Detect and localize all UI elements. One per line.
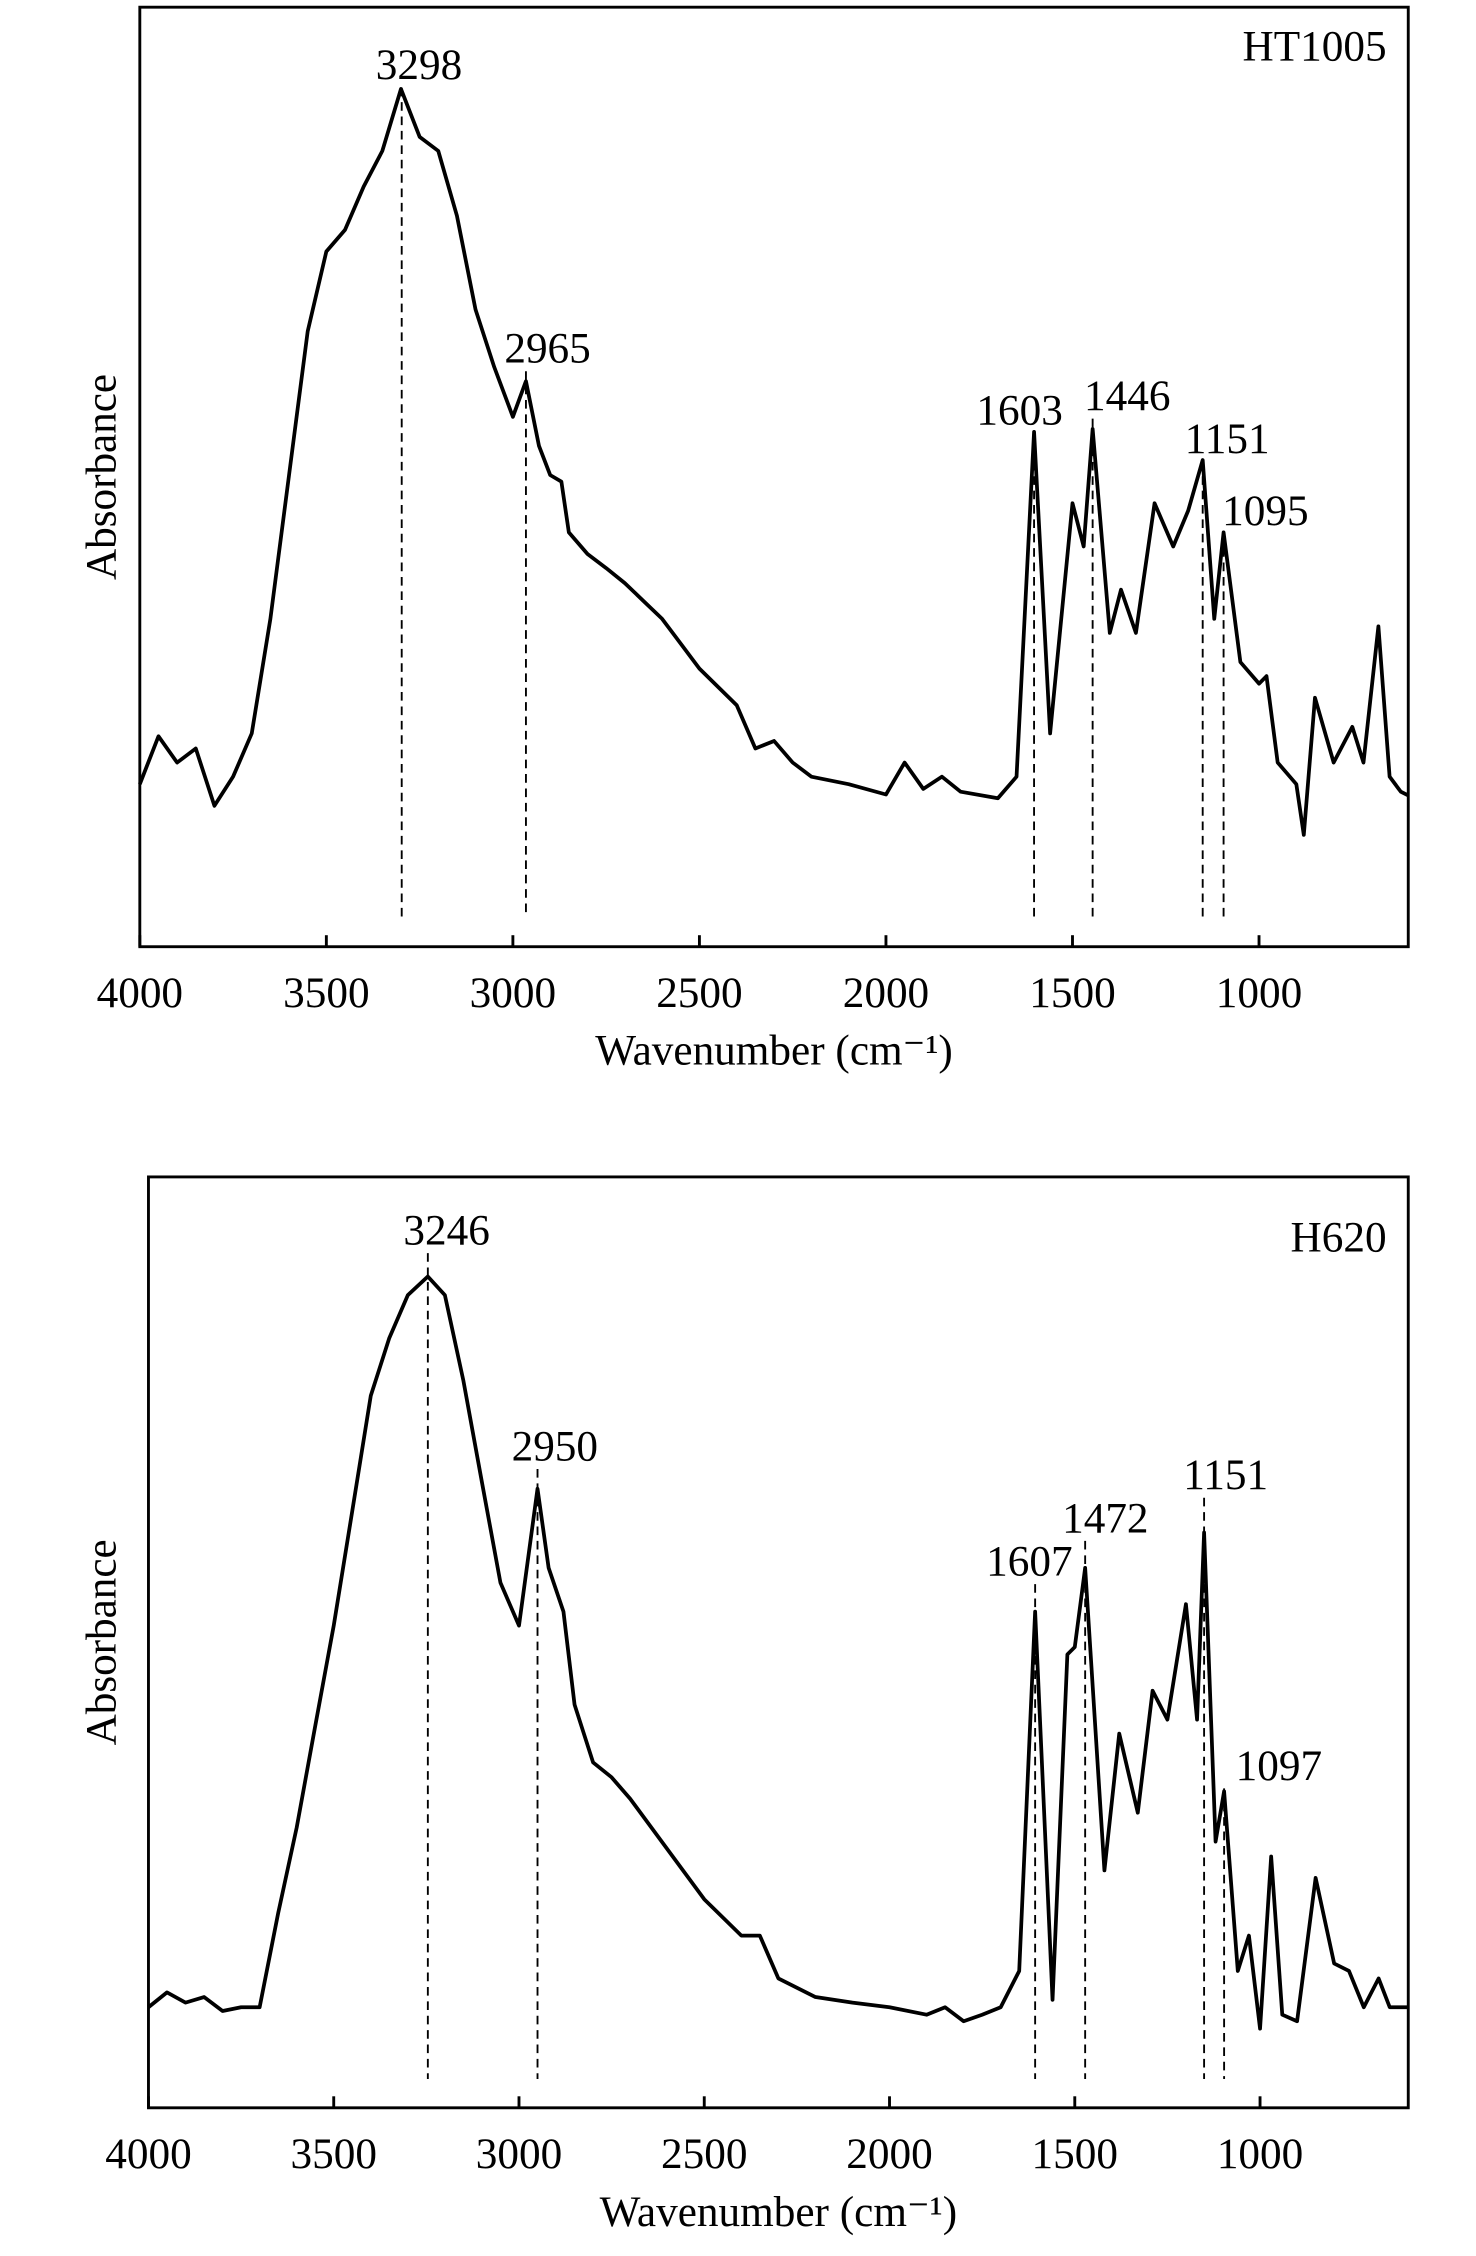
x-tick-label: 2500 — [661, 2131, 747, 2178]
peak-label: 1151 — [1185, 416, 1270, 463]
plot-frame — [138, 5, 1410, 949]
x-axis-title: Wavenumber (cm⁻¹) — [595, 1028, 953, 1075]
x-axis-title: Wavenumber (cm⁻¹) — [600, 2189, 958, 2236]
x-tick-label: 1500 — [1032, 2131, 1118, 2178]
peak-label: 1446 — [1084, 373, 1170, 420]
peak-label: 2965 — [504, 326, 590, 373]
x-tick-label: 1500 — [1029, 970, 1115, 1017]
x-tick-label: 2000 — [843, 970, 929, 1017]
x-tick-label: 3000 — [470, 970, 556, 1017]
peak-label: 1151 — [1183, 1452, 1268, 1499]
x-tick-label: 1000 — [1216, 970, 1302, 1017]
x-tick-label: 2000 — [846, 2131, 932, 2178]
plot-frame — [147, 1175, 1410, 2110]
peak-label: 1097 — [1236, 1743, 1322, 1790]
x-tick-label: 3500 — [291, 2131, 377, 2178]
x-tick-label: 3500 — [283, 970, 369, 1017]
sample-label: HT1005 — [1243, 23, 1387, 70]
x-tick-label: 4000 — [97, 970, 183, 1017]
y-axis-title: Absorbance — [78, 374, 125, 580]
x-tick-label: 1000 — [1217, 2131, 1303, 2178]
x-tick-label: 3000 — [476, 2131, 562, 2178]
peak-label: 1472 — [1062, 1495, 1148, 1542]
x-tick-label: 2500 — [656, 970, 742, 1017]
peak-label: 2950 — [512, 1423, 598, 1470]
peak-label: 3246 — [403, 1208, 489, 1255]
y-axis-title: Absorbance — [78, 1539, 125, 1745]
spectrum-line — [138, 87, 1410, 837]
peak-label: 1607 — [986, 1538, 1072, 1585]
peak-label: 1603 — [976, 387, 1062, 434]
peak-label: 3298 — [376, 42, 462, 89]
peak-label: 1095 — [1222, 488, 1308, 535]
spectrum-line — [147, 1274, 1409, 2031]
sample-label: H620 — [1291, 1215, 1387, 1262]
x-tick-label: 4000 — [105, 2131, 191, 2178]
